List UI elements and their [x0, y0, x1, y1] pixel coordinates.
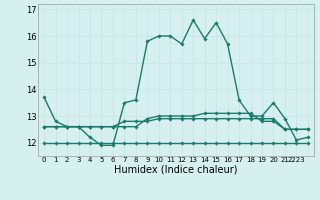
X-axis label: Humidex (Indice chaleur): Humidex (Indice chaleur) — [114, 165, 238, 175]
